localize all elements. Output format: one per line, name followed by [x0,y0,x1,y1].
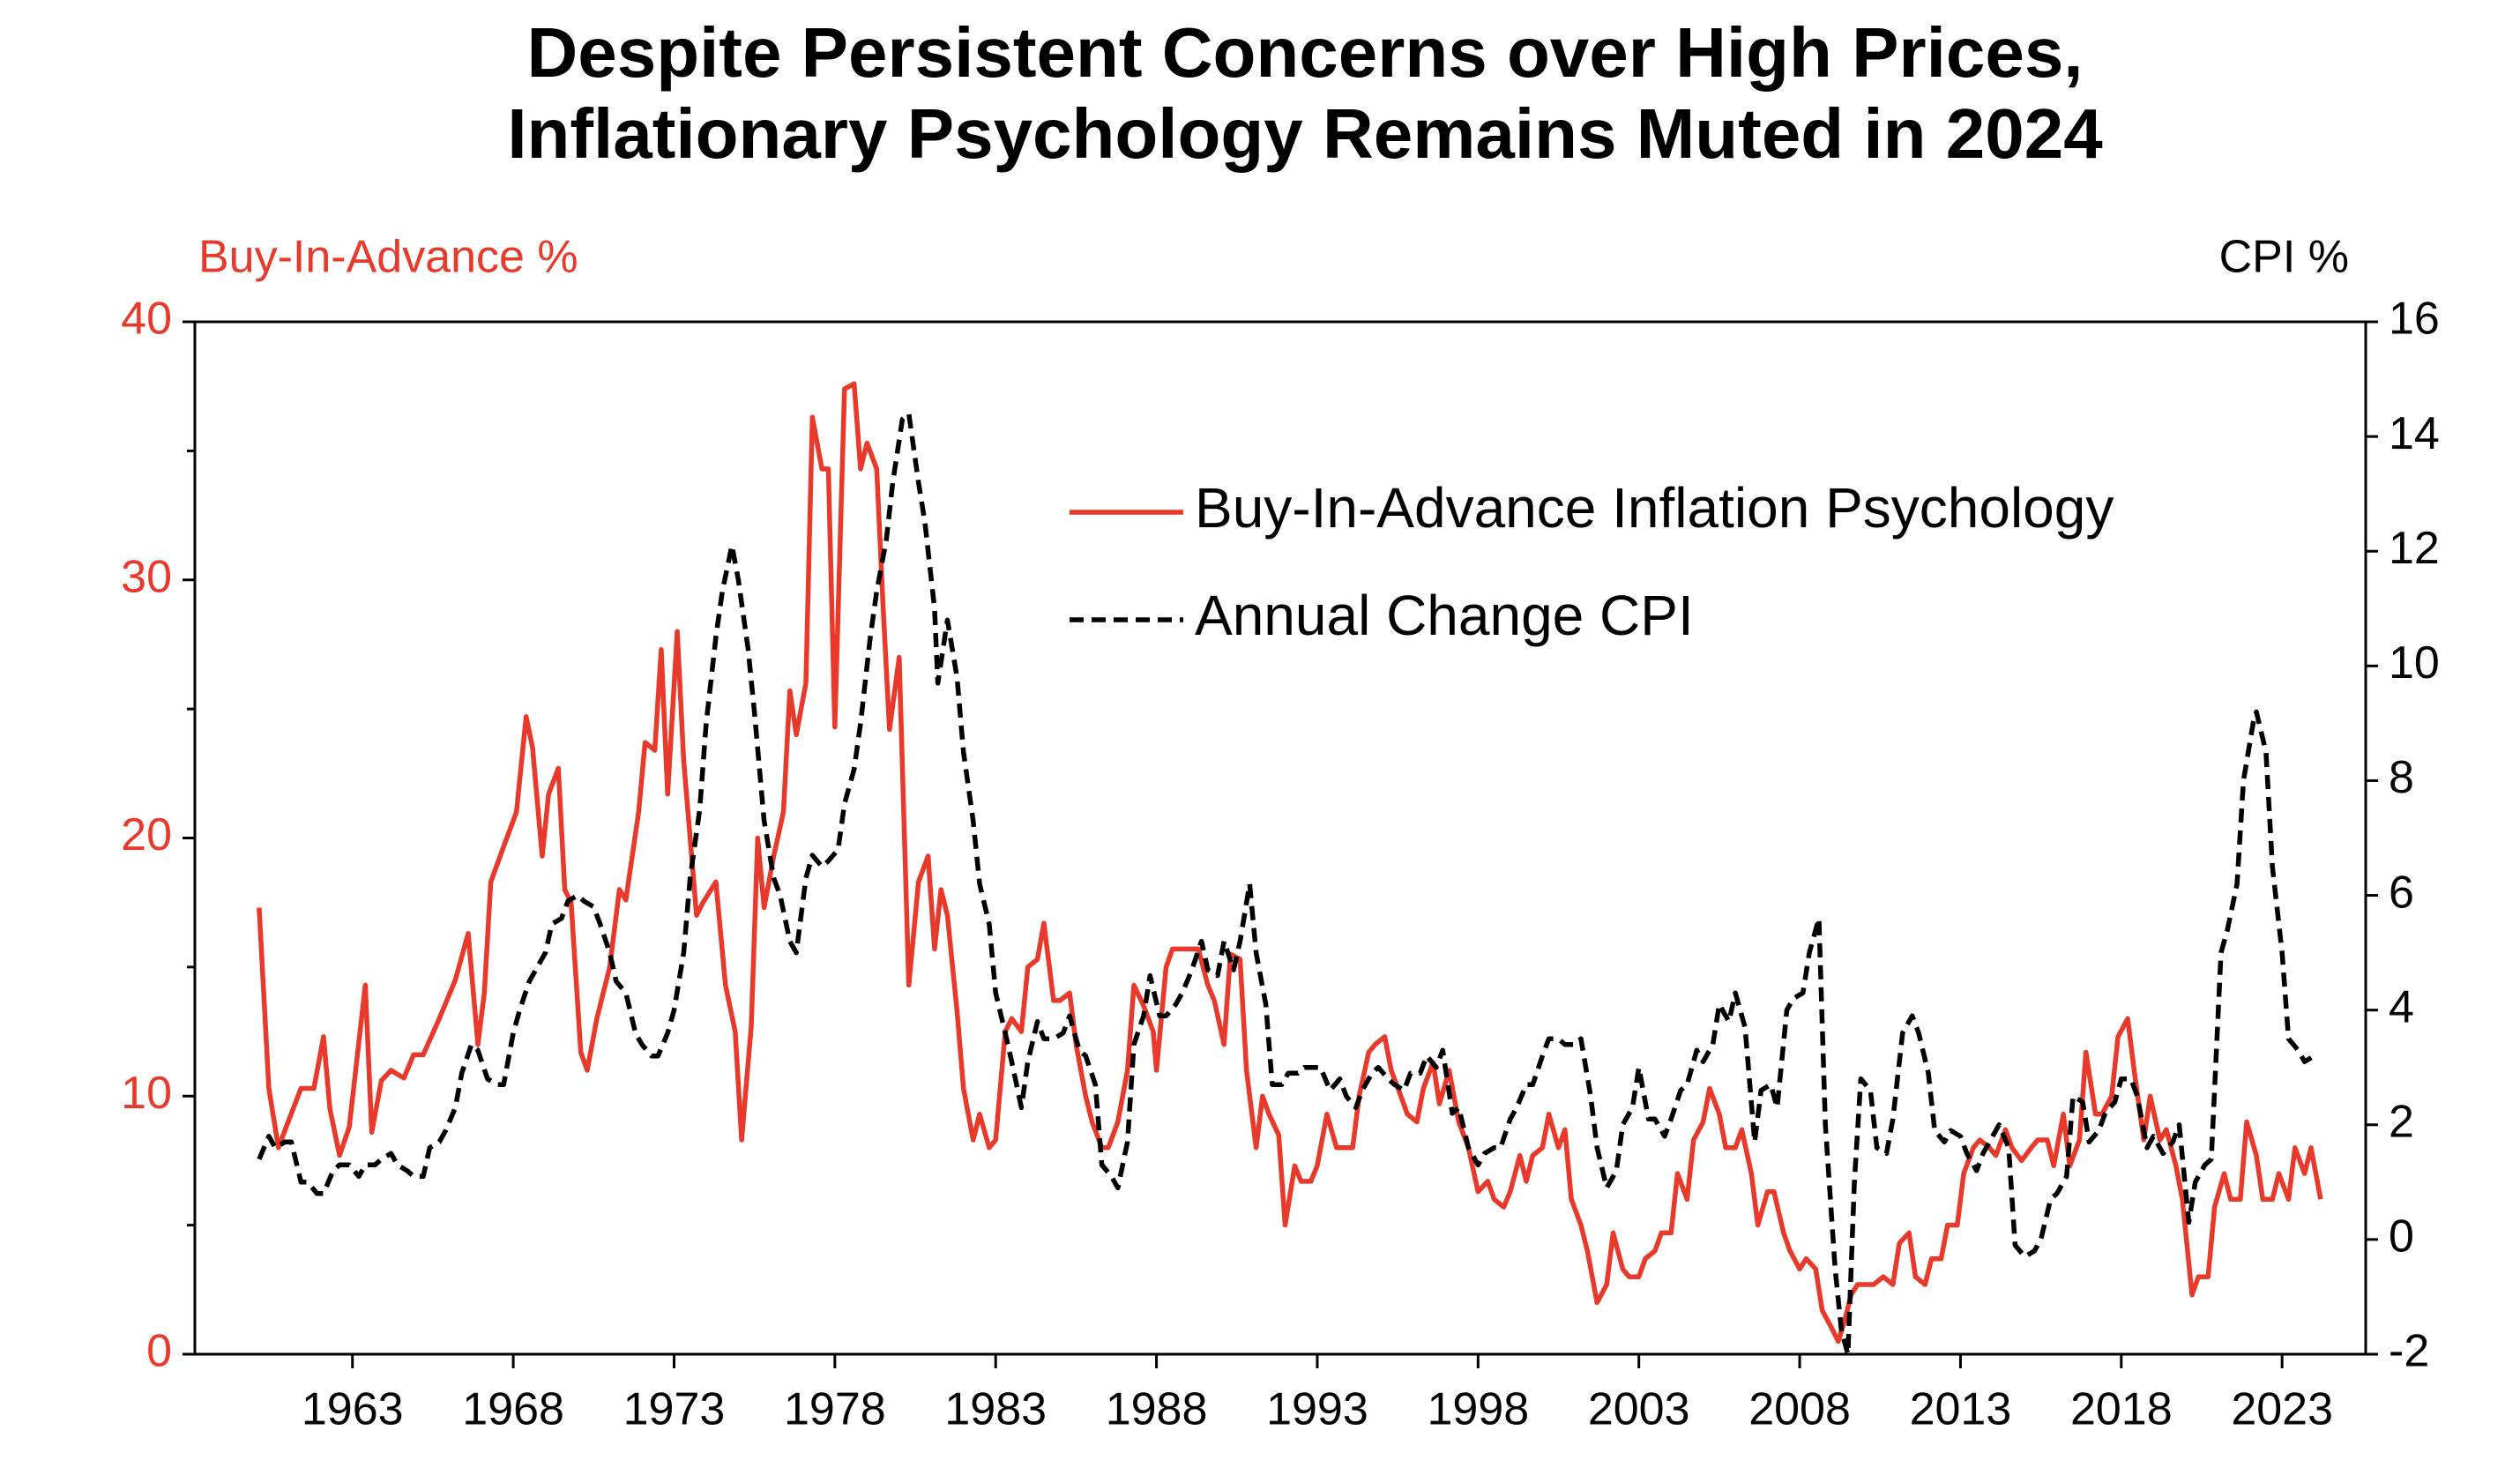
x-tick-label: 2003 [1588,1384,1690,1435]
x-tick-label: 1993 [1266,1384,1368,1435]
y2-tick-label: 10 [2389,637,2440,689]
x-tick-label: 1973 [623,1384,726,1435]
y-axis-label: Buy-In-Advance % [198,232,578,283]
y2-tick-label: 16 [2389,294,2440,345]
y-tick-label: 40 [121,294,172,345]
x-tick-label: 1983 [944,1384,1047,1435]
legend-label: Buy-In-Advance Inflation Psychology [1195,476,2114,540]
x-tick-label: 1998 [1427,1384,1529,1435]
chart-title: Despite Persistent Concerns over High Pr… [526,13,2083,92]
y2-tick-label: 4 [2389,981,2414,1032]
y2-tick-label: 8 [2389,752,2414,803]
x-tick-label: 2018 [2070,1384,2173,1435]
x-tick-label: 1963 [302,1384,404,1435]
y2-tick-label: 6 [2389,867,2414,918]
series-line [257,381,2323,1345]
y2-tick-label: 12 [2389,523,2440,574]
series-line [257,411,2316,1357]
chart-title: Inflationary Psychology Remains Muted in… [507,94,2103,173]
y-tick-label: 30 [121,551,172,602]
y2-axis-label: CPI % [2219,232,2349,283]
x-tick-label: 1978 [784,1384,886,1435]
x-tick-label: 1968 [462,1384,564,1435]
y-tick-label: 10 [121,1068,172,1119]
y2-tick-label: -2 [2389,1326,2429,1377]
legend-label: Annual Change CPI [1195,584,1694,647]
x-tick-label: 2008 [1748,1384,1851,1435]
y-tick-label: 0 [146,1326,172,1377]
x-tick-label: 2023 [2231,1384,2333,1435]
y2-tick-label: 0 [2389,1211,2414,1263]
y2-tick-label: 2 [2389,1097,2414,1148]
x-tick-label: 1988 [1106,1384,1208,1435]
y2-tick-label: 14 [2389,408,2440,459]
x-tick-label: 2013 [1910,1384,2012,1435]
y-tick-label: 20 [121,809,172,860]
